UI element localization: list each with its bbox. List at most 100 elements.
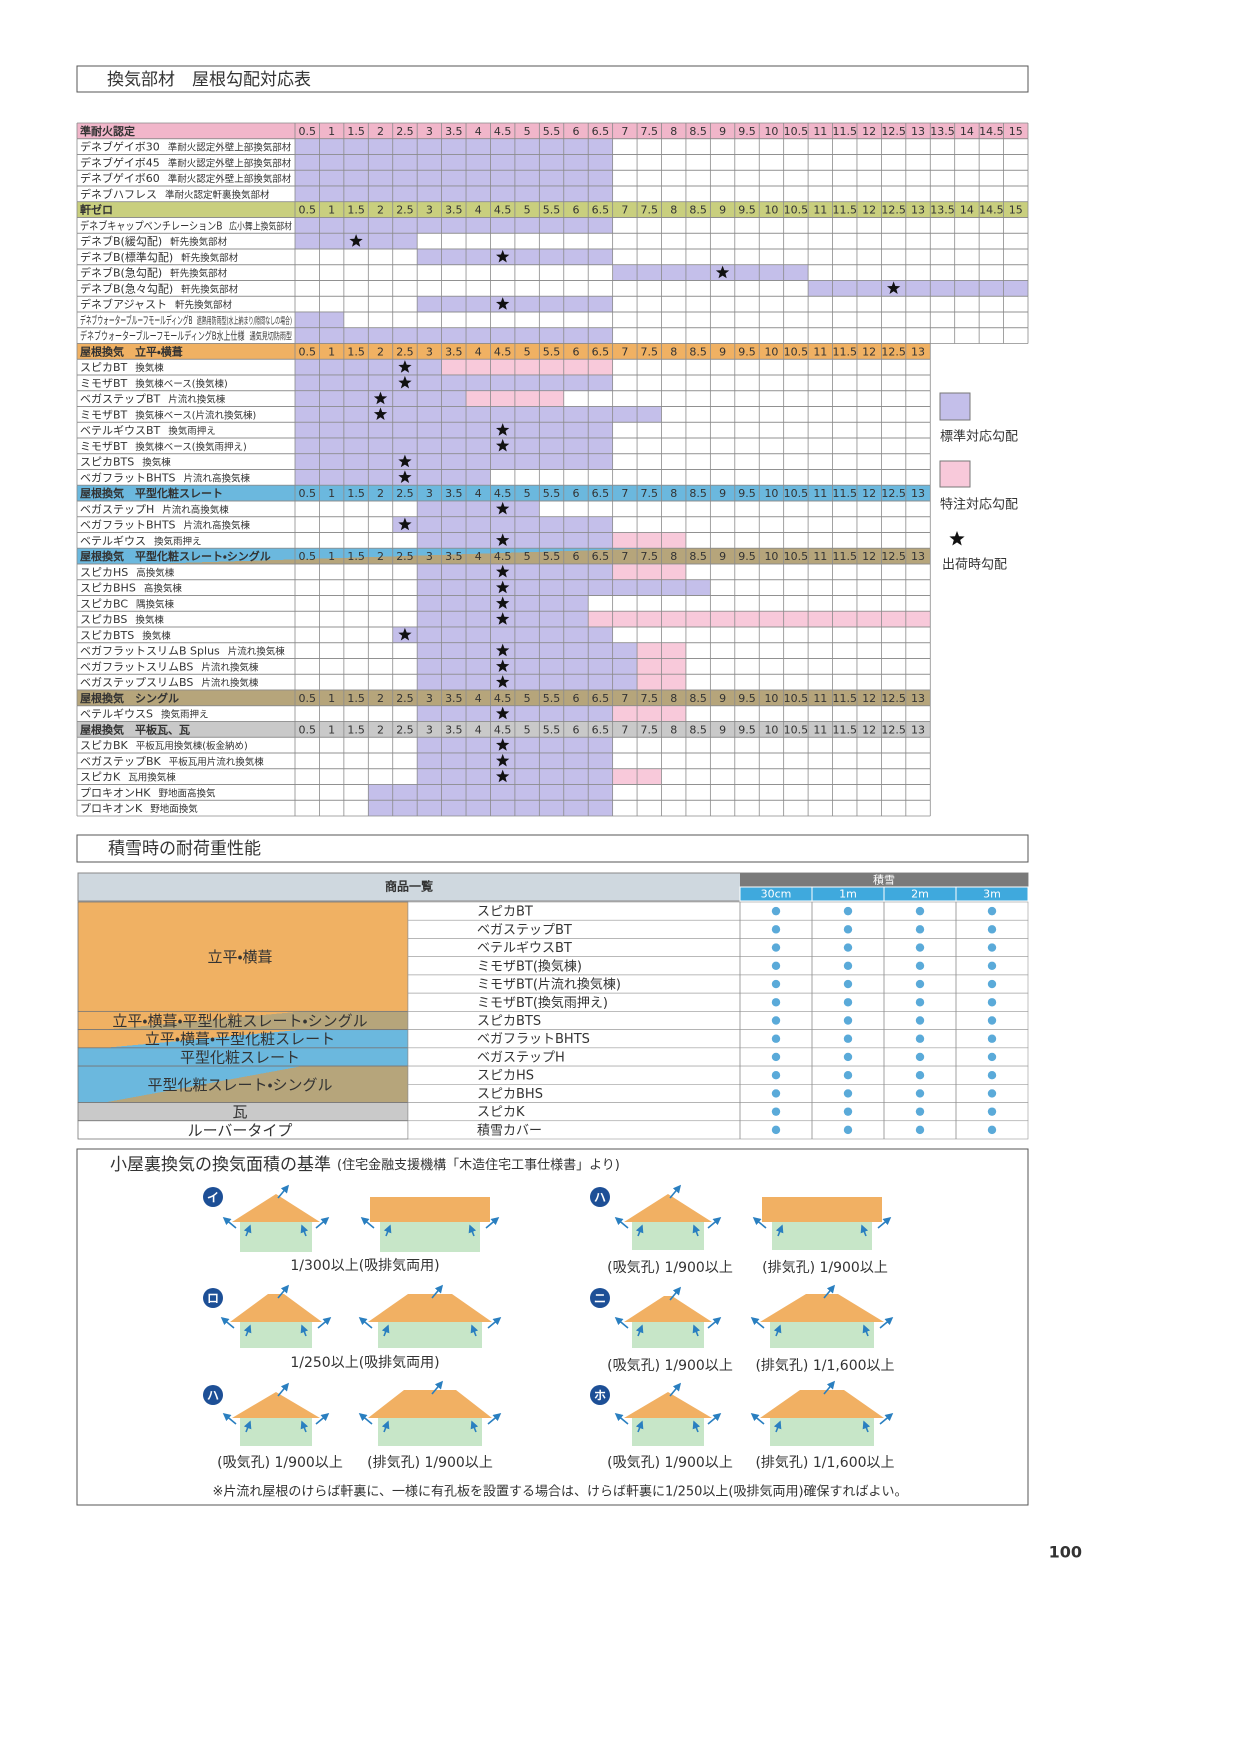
pitch-label: 7.5 [641,692,659,705]
load-ok-dot [843,1125,853,1135]
pitch-label: 7.5 [641,204,659,217]
ship-pitch-star [398,454,412,468]
load-ok-dot [843,925,853,934]
pitch-label: 8 [670,487,677,500]
group-header [77,123,1028,139]
row-label: デネブハフレス 準耐火認定軒裏換気部材 [80,187,270,201]
load-ok-dot [987,1070,997,1080]
airflow-arrow [222,1412,237,1425]
product-note: 野地面高換気 [159,787,217,799]
group-label: 屋根換気 平型化粧スレート [80,486,223,500]
load-ok-dot [987,925,997,934]
pitch-label: 4.5 [494,723,512,736]
pitch-label: 10 [764,345,778,358]
row-label: プロキオンK 野地面換気 [80,802,198,815]
product-note: 換気棟ベース(換気棟) [135,377,227,389]
airflow-arrow [879,1412,894,1425]
standard-range [295,453,613,470]
pitch-label: 5.5 [543,550,561,563]
load-ok-dot [987,961,997,971]
pitch-label: 12.5 [881,487,906,500]
pitch-label: 10.5 [784,345,809,358]
pitch-label: 5.5 [543,692,561,705]
depth-bg [955,886,1029,902]
row-label: スピカBTS 換気棟 [80,629,171,642]
product-note: 瓦用換気棟 [128,771,176,783]
pitch-label: 10.5 [784,125,809,138]
house-wall [380,1220,480,1252]
group-label: 準耐火認定 [80,124,135,138]
pitch-label: 5 [524,487,531,500]
house-wall [378,1416,482,1446]
pitch-label: 4 [475,550,482,563]
pitch-label: 2 [377,487,384,500]
pitch-label: 4.5 [494,487,512,500]
group-label: 軒ゼロ [80,203,113,217]
pitch-label: 4 [475,204,482,217]
pitch-label: 1 [328,204,335,217]
title: 小屋裏換気の換気面積の基準 [110,1155,331,1175]
product-note: 換気棟ベース(換気雨押え) [135,440,246,452]
pitch-label: 15 [1009,125,1023,138]
pitch-label: 10.5 [784,204,809,217]
depth-label: 1m [839,888,857,901]
airflow-arrow [243,1224,252,1237]
group-header [77,485,931,501]
pitch-label: 3 [426,692,433,705]
pitch-label: 3 [426,204,433,217]
pitch-label: 9.5 [738,723,756,736]
pitch-label: 3 [426,723,433,736]
load-ok-dot [771,961,781,971]
pitch-label: 9.5 [738,550,756,563]
row-label: デネブウォーターブルーフモールディングB 遮熱用防雨型(水上納まり/隙間なしの場合… [80,313,292,327]
load-ok-dot [843,979,853,989]
ship-pitch-star [398,470,412,483]
pitch-label: 6 [572,723,579,736]
pitch-label: 12 [862,550,876,563]
load-ok-dot [843,1034,853,1043]
airflow-arrow [877,1216,892,1229]
airflow-arrow [485,1216,500,1229]
pitch-label: 4 [475,487,482,500]
ship-pitch-star [373,407,388,420]
airflow-arrow [775,1224,784,1237]
standard-range [295,422,613,438]
product-header: 商品一覧 [385,879,433,894]
product-name: スピカBHS [477,1087,543,1102]
pitch-label: 7.5 [641,345,659,358]
product-name: ベガフラットBHTS [80,471,176,484]
depth-label: 2m [911,888,929,901]
standard-range [417,674,638,690]
pitch-label: 10 [764,550,778,563]
source: (住宅金融支援機構「木造住宅工事仕様書」より) [337,1158,620,1173]
standard-range [808,280,1028,297]
airflow-arrow [470,1420,479,1433]
row-label: ベガステップH 片流れ高換気棟 [80,503,229,516]
load-ok-dot [843,998,853,1007]
row-label: ベガフラットBHTS 片流れ高換気棟 [80,519,251,532]
group-label: 屋根換気 平型化粧スレート・シングル [80,549,271,563]
pitch-label: 8 [670,125,677,138]
pitch-label: 12 [862,204,876,217]
pitch-label: 2.5 [396,125,414,138]
pitch-label: 11 [813,345,827,358]
row-label: スピカBK 平板瓦用換気棟(板金納め) [80,739,248,752]
pitch-label: 5 [524,723,531,736]
load-ok-dot [915,906,925,916]
page-number: 100 [1049,1543,1082,1562]
product-note: 軒先換気部材 [181,251,239,263]
airflow-arrow [381,1420,390,1433]
airflow-arrow [707,1216,722,1229]
pitch-label: 1 [328,550,335,563]
airflow-arrow [752,1216,767,1229]
load-ok-dot [987,998,997,1007]
pitch-label: 8.5 [689,487,707,500]
pitch-label: 10 [764,204,778,217]
pitch-label: 8.5 [689,550,707,563]
load-ok-dot [771,943,781,952]
product-note: 準耐火認定軒裏換気部材 [165,188,270,200]
product-note: 通気見切防雨型 [250,330,293,342]
airflow-arrow [750,1316,765,1329]
pitch-label: 8.5 [689,204,707,217]
load-ok-dot [771,1052,781,1062]
